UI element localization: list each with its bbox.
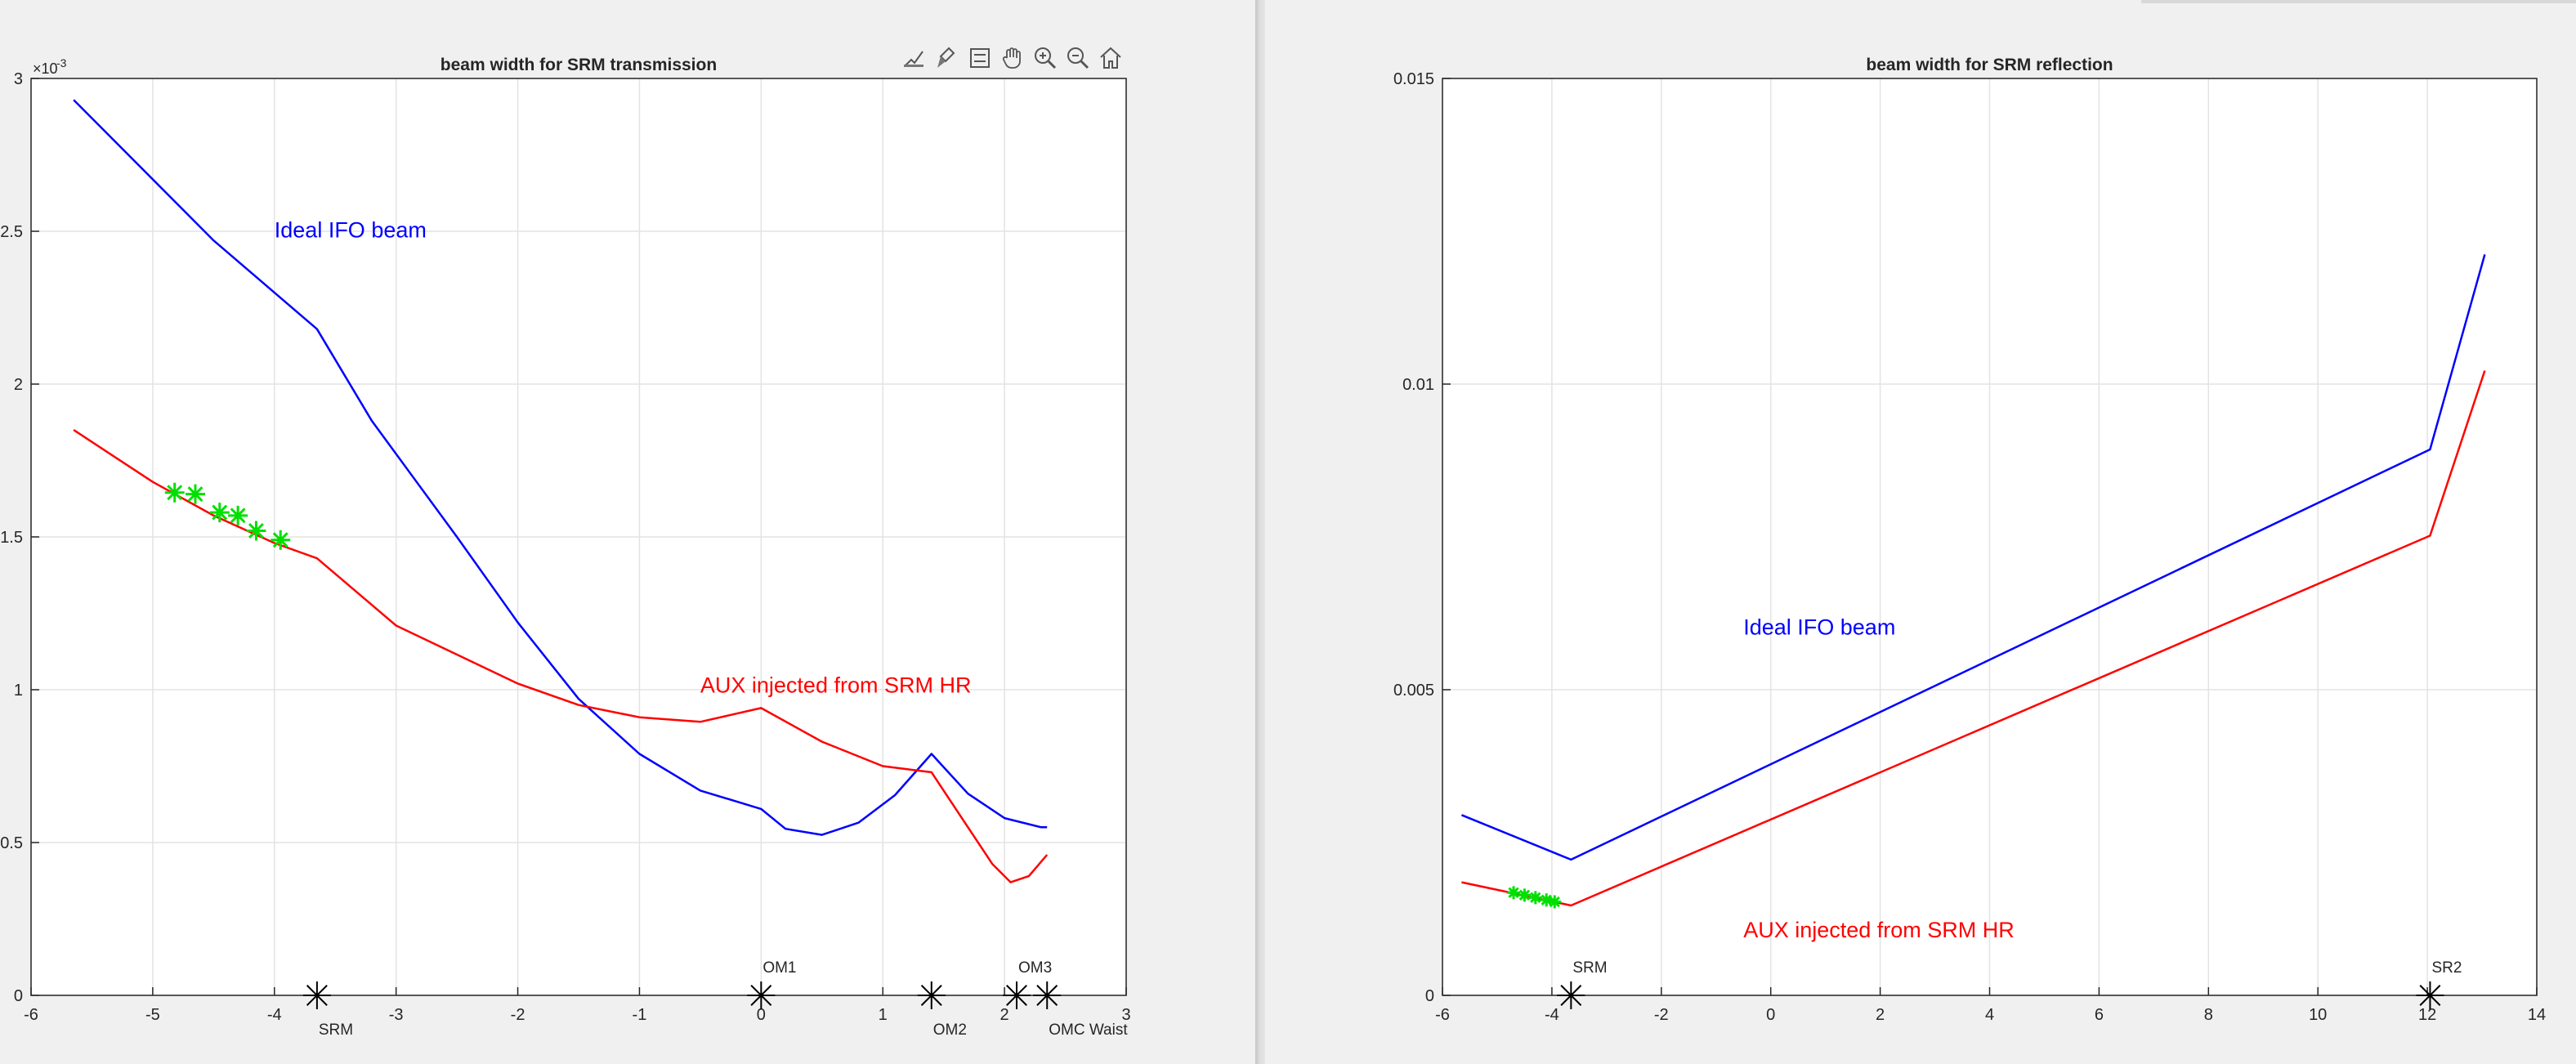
chart1-star-marker <box>271 530 291 550</box>
chart2-x-tick-label: 0 <box>1766 1006 1775 1024</box>
chart2-y-tick-label: 0.015 <box>1393 70 1434 88</box>
chart1-star-markers <box>164 482 291 550</box>
chart2-optic-marker-sr2 <box>2416 981 2444 1009</box>
chart2-star-marker <box>1540 893 1554 907</box>
chart2-x-tick-label: -6 <box>1435 1006 1450 1024</box>
chart1-y-tick-label: 0.5 <box>0 834 23 852</box>
chart1-optic-marker-om3 <box>1003 981 1031 1009</box>
chart2-annotation-aux: AUX injected from SRM HR <box>1743 918 2015 942</box>
chart2-annotation-ideal-ifo: Ideal IFO beam <box>1743 615 1895 640</box>
chart1-x-tick-label: -3 <box>389 1006 404 1024</box>
chart2-y-tick-label: 0 <box>1425 987 1434 1005</box>
chart1-optic-label: OM3 <box>1018 959 1052 977</box>
chart1-optic-label: OM1 <box>763 959 796 977</box>
chart2-optic-label: SRM <box>1572 959 1607 977</box>
chart1-optic-marker-omc-waist <box>1033 981 1062 1009</box>
chart1-x-tick-label: 1 <box>879 1006 888 1024</box>
chart1-x-tick-label: -1 <box>633 1006 647 1024</box>
chart1-optic-label: OMC Waist <box>1049 1022 1128 1039</box>
chart2-x-tick-label: 10 <box>2309 1006 2327 1024</box>
chart2-optic-label: SR2 <box>2431 959 2462 977</box>
chart2-star-marker <box>1507 886 1521 900</box>
chart1-star-marker <box>164 482 185 503</box>
chart2-title: beam width for SRM reflection <box>1866 56 2113 74</box>
chart1-optic-marker-om1 <box>747 981 776 1009</box>
home-icon[interactable] <box>1095 42 1126 74</box>
chart2-star-marker <box>1518 888 1532 902</box>
chart2-series-line-ideal-ifo <box>1460 254 2486 861</box>
axes-toolbar <box>899 42 1126 74</box>
window-edge <box>2141 0 2576 3</box>
chart1-star-marker <box>186 484 205 504</box>
zoom-in-icon[interactable] <box>1030 42 1061 74</box>
chart1-optic-marker-srm <box>302 981 331 1009</box>
chart1-y-exponent-power: -3 <box>56 56 67 69</box>
chart2-x-tick-label: -2 <box>1654 1006 1669 1024</box>
chart1-x-tick-label: -6 <box>24 1006 38 1024</box>
chart1-x-tick-label: 3 <box>1121 1006 1130 1024</box>
zoom-out-icon[interactable] <box>1062 42 1093 74</box>
chart2-x-tick-label: 6 <box>2095 1006 2104 1024</box>
pan-hand-icon[interactable] <box>997 42 1028 74</box>
chart1-star-marker <box>209 503 230 523</box>
chart2-x-tick-label: 2 <box>1876 1006 1885 1024</box>
chart1-star-marker <box>228 505 248 525</box>
chart1-title: beam width for SRM transmission <box>441 56 717 74</box>
chart2-optic-marker-srm <box>1557 981 1585 1009</box>
chart1-x-tick-label: -5 <box>145 1006 160 1024</box>
chart2-y-tick-label: 0.01 <box>1402 376 1434 394</box>
legend-icon[interactable] <box>964 42 995 74</box>
chart1-y-tick-label: 1.5 <box>0 529 23 547</box>
chart2-x-tick-label: 8 <box>2204 1006 2213 1024</box>
chart2-x-tick-label: -4 <box>1545 1006 1559 1024</box>
chart2-y-tick-label: 0.005 <box>1393 682 1434 700</box>
chart1-y-tick-label: 3 <box>14 70 23 88</box>
chart2-x-tick-label: 12 <box>2418 1006 2436 1024</box>
chart1-optic-marker-om2 <box>917 981 946 1009</box>
chart1-optic-label: OM2 <box>933 1022 967 1039</box>
chart1-y-tick-label: 2 <box>14 376 23 394</box>
data-tips-icon[interactable] <box>899 42 930 74</box>
chart1-x-tick-label: -4 <box>267 1006 282 1024</box>
chart1-y-tick-label: 0 <box>14 987 23 1005</box>
chart1-optic-label: SRM <box>319 1022 353 1039</box>
chart2-x-tick-label: 4 <box>1985 1006 1994 1024</box>
chart1-y-exponent-label: ×10 <box>33 60 58 77</box>
chart2-star-marker <box>1528 891 1542 905</box>
chart1-x-tick-label: 2 <box>1000 1006 1009 1024</box>
chart2-x-tick-label: 14 <box>2528 1006 2546 1024</box>
chart1-y-tick-label: 2.5 <box>0 223 23 241</box>
chart1-x-tick-label: -2 <box>511 1006 525 1024</box>
chart1-star-marker <box>246 521 266 541</box>
chart1-annotation-ideal-ifo: Ideal IFO beam <box>275 217 427 242</box>
chart1-series-line-ideal-ifo <box>73 99 1048 836</box>
chart2-star-marker <box>1548 895 1562 909</box>
chart1-series-line-aux <box>73 429 1049 883</box>
window-divider[interactable] <box>1255 0 1265 1064</box>
brush-icon[interactable] <box>932 42 963 74</box>
chart2-star-markers <box>1507 886 1562 909</box>
chart1-x-tick-label: 0 <box>757 1006 766 1024</box>
chart1-y-tick-label: 1 <box>14 682 23 700</box>
chart1-annotation-aux: AUX injected from SRM HR <box>700 673 972 698</box>
